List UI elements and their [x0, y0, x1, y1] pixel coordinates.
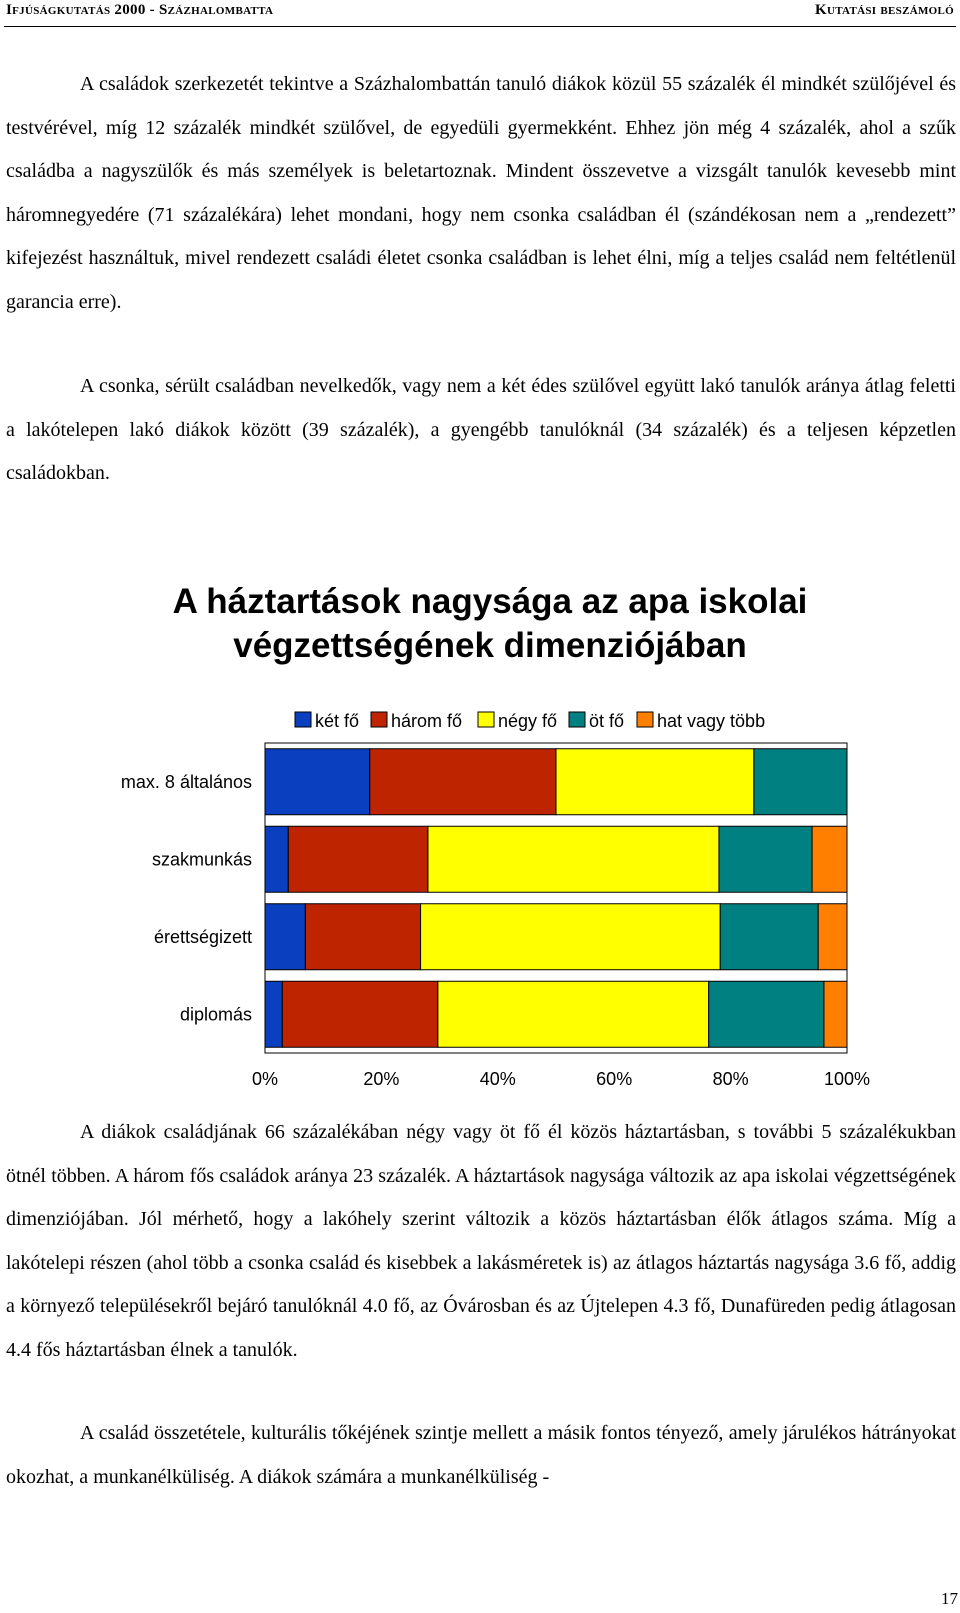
bar-segment: [823, 980, 848, 1048]
legend-swatch: [477, 711, 495, 728]
x-tick-label: 0%: [252, 1069, 278, 1089]
chart-title-line-1: A háztartások nagysága az apa iskolai: [172, 582, 808, 621]
bar-segment: [420, 903, 721, 971]
header-right-title: Kutatási beszámoló: [815, 2, 954, 18]
legend-swatch: [636, 711, 654, 728]
x-tick-label: 20%: [363, 1069, 399, 1089]
bar-segment: [437, 980, 710, 1048]
header-left-title: Ifjúságkutatás 2000 - Százhalombatta: [6, 2, 274, 18]
bar-segment: [304, 903, 422, 971]
paragraph-4: A család összetétele, kulturális tőkéjén…: [6, 1422, 956, 1488]
page-number: 17: [941, 1589, 958, 1608]
bar-segment: [753, 748, 848, 816]
paragraph-1: A családok szerkezetét tekintve a Százha…: [6, 73, 956, 313]
chart-title-line-2: végzettségének dimenziójában: [233, 626, 747, 665]
bar-segment: [718, 825, 813, 893]
bar-segment: [817, 903, 848, 971]
bar-segment: [719, 903, 819, 971]
x-tick-label: 60%: [596, 1069, 632, 1089]
x-tick-label: 100%: [824, 1069, 870, 1089]
legend-label: négy fő: [498, 711, 557, 731]
legend-swatch: [294, 711, 312, 728]
bar-segment: [369, 748, 557, 816]
paragraph-3: A diákok családjának 66 százalékában nég…: [6, 1121, 956, 1361]
category-label: diplomás: [180, 1004, 252, 1024]
x-tick-label: 40%: [480, 1069, 516, 1089]
bar-segment: [427, 825, 720, 893]
legend-swatch: [370, 711, 388, 728]
chart-title: A háztartások nagysága az apa iskolai vé…: [100, 580, 880, 668]
bar-segment: [264, 903, 306, 971]
paragraph-2: A csonka, sérült családban nevelkedők, v…: [6, 375, 956, 485]
x-tick-label: 80%: [713, 1069, 749, 1089]
plot-area: [264, 742, 848, 1054]
bar-segment: [264, 980, 283, 1048]
bar-segment: [264, 825, 289, 893]
category-label: szakmunkás: [152, 849, 252, 869]
legend-label: öt fő: [589, 711, 624, 731]
legend-label: hat vagy több: [657, 711, 765, 731]
legend-swatch: [568, 711, 586, 728]
bar-segment: [811, 825, 848, 893]
bar-segment: [287, 825, 429, 893]
page-header: Ifjúságkutatás 2000 - Százhalombatta Kut…: [4, 0, 956, 27]
bar-segment: [708, 980, 825, 1048]
bar-segment: [264, 748, 371, 816]
category-label: max. 8 általános: [121, 772, 252, 792]
bar-segment: [281, 980, 439, 1048]
bar-segment: [555, 748, 755, 816]
legend-label: három fő: [391, 711, 462, 731]
legend-label: két fő: [315, 711, 359, 731]
category-label: érettségizett: [154, 927, 252, 947]
